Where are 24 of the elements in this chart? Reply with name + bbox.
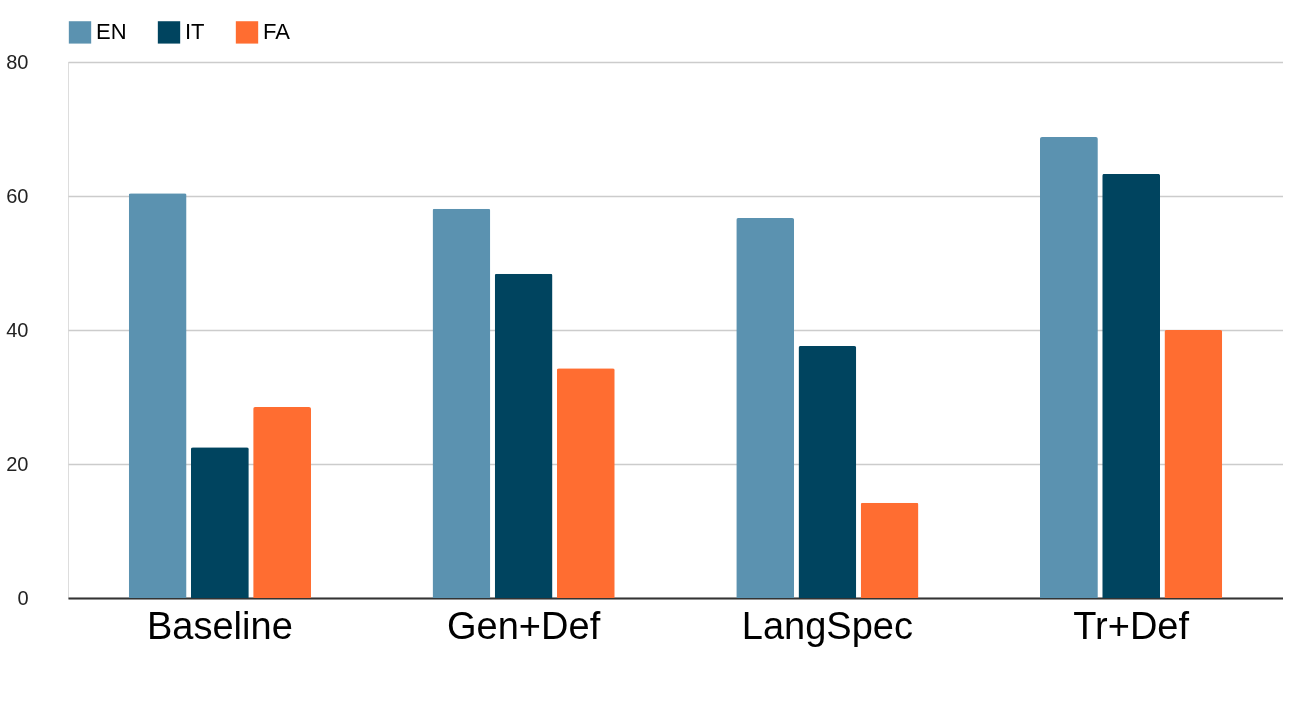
y-tick-label: 0: [17, 586, 29, 609]
bar: [494, 273, 553, 598]
bar: [253, 407, 311, 598]
bar: [798, 346, 857, 598]
legend-label: FA: [263, 19, 291, 45]
y-tick-label: 80: [6, 50, 29, 73]
bar: [860, 502, 919, 598]
x-tick-label: Gen+Def: [447, 604, 601, 647]
legend-label: EN: [96, 19, 127, 45]
bar: [432, 208, 491, 598]
bar: [556, 368, 615, 598]
bar: [1164, 330, 1223, 598]
bar: [736, 218, 795, 598]
bar: [128, 193, 187, 598]
y-tick-label: 40: [6, 318, 29, 341]
y-tick-label: 20: [6, 452, 29, 475]
y-tick-label: 60: [6, 184, 29, 207]
x-tick-label: Baseline: [146, 604, 293, 647]
legend-label: IT: [185, 19, 205, 45]
bar: [190, 447, 249, 598]
x-tick-label: LangSpec: [741, 604, 913, 647]
x-tick-label: Tr+Def: [1073, 604, 1190, 647]
bar: [1102, 173, 1161, 598]
bar: [1040, 137, 1098, 598]
